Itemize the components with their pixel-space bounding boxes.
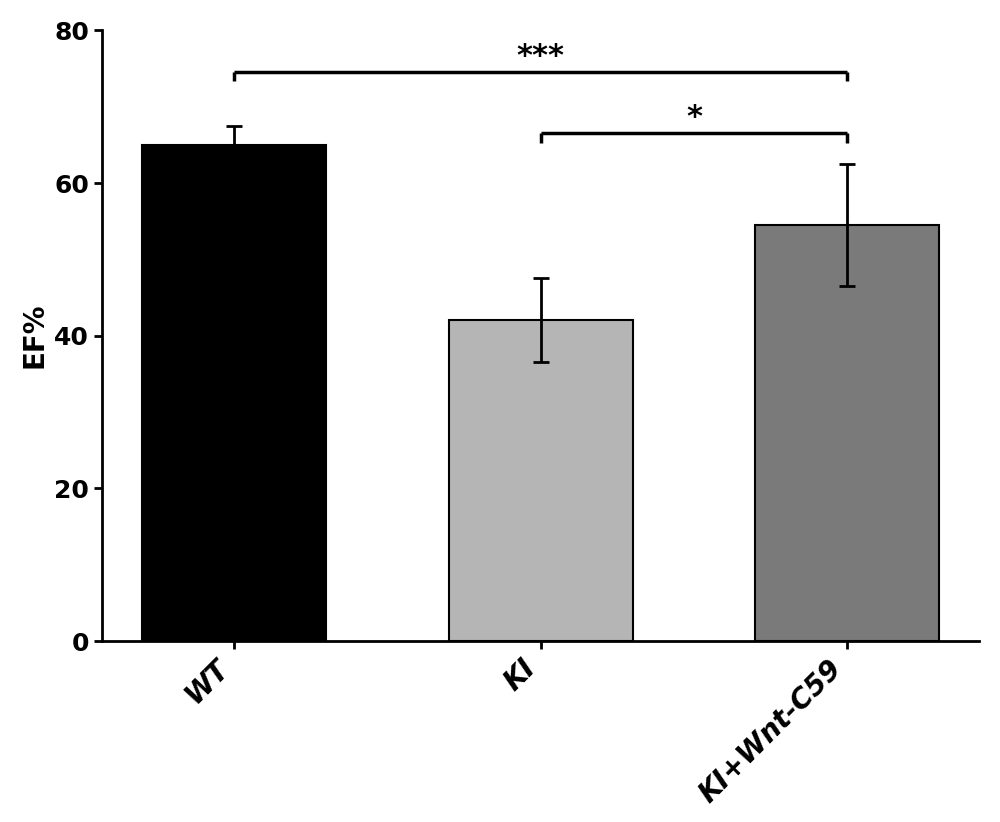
Text: *: * — [686, 103, 702, 132]
Bar — [449, 321, 633, 641]
Bar — [142, 145, 326, 641]
Bar — [755, 225, 939, 641]
Text: ***: *** — [517, 42, 565, 71]
Y-axis label: EF%: EF% — [21, 303, 49, 368]
